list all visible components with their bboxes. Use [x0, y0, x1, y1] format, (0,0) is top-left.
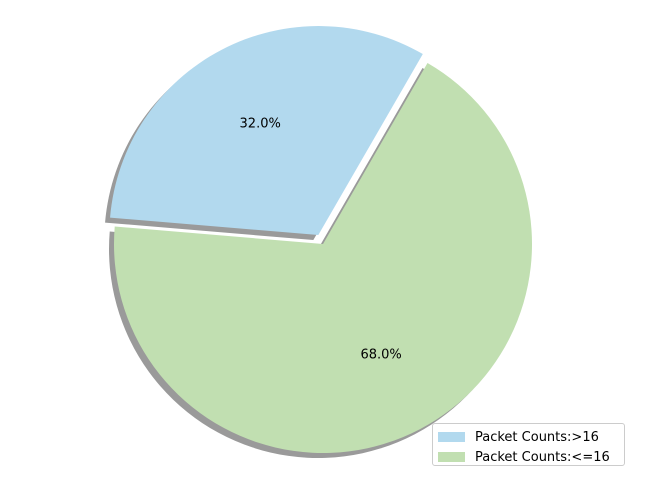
legend-entry-over-16: Packet Counts:>16 [438, 427, 618, 447]
legend-swatch-upto-16 [438, 452, 465, 462]
legend-label-over-16: Packet Counts:>16 [475, 429, 599, 445]
pie-slices [110, 26, 532, 453]
legend-swatch-over-16 [438, 432, 465, 442]
legend: Packet Counts:>16 Packet Counts:<=16 [432, 423, 625, 466]
pie-slice-over-16 [110, 26, 423, 236]
percent-labels: 32.0% 68.0% [240, 116, 402, 362]
percent-label-upto-16: 68.0% [360, 348, 401, 363]
pie-slice-upto-16 [114, 63, 532, 453]
percent-label-over-16: 32.0% [240, 116, 281, 131]
legend-label-upto-16: Packet Counts:<=16 [475, 449, 610, 465]
legend-entry-upto-16: Packet Counts:<=16 [438, 447, 618, 467]
